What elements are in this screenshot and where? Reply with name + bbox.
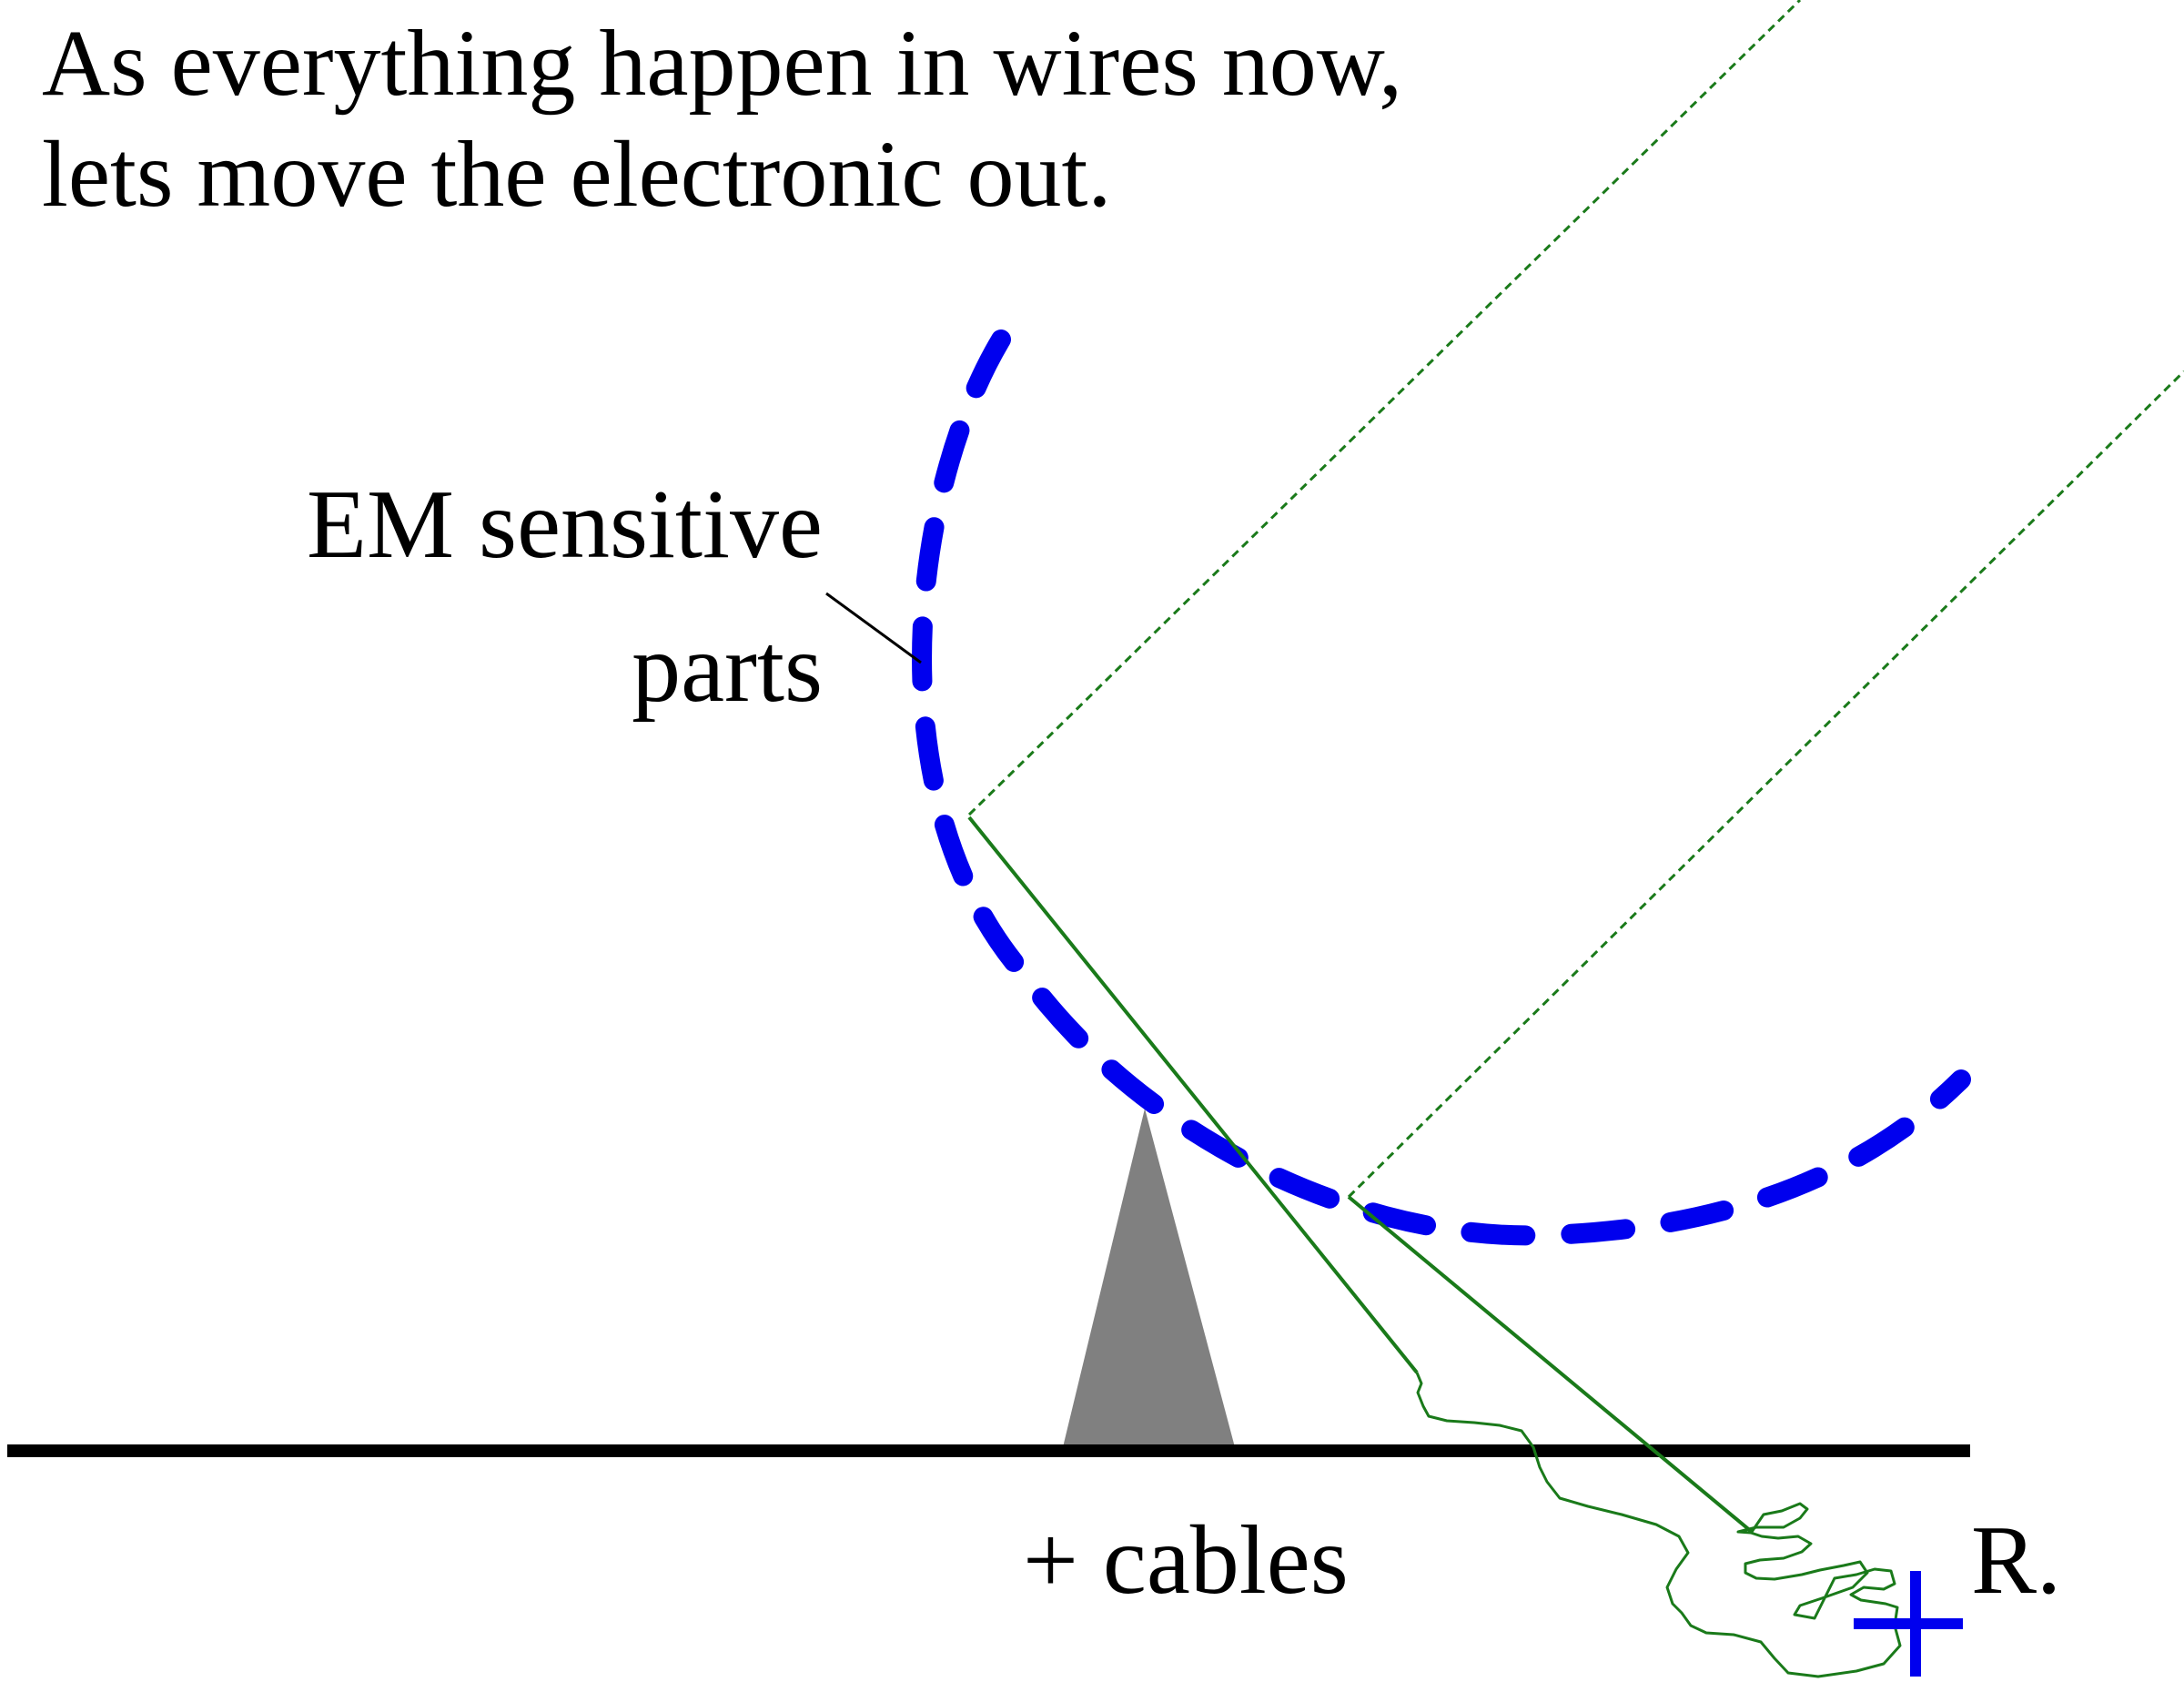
- label-pointer-line: [825, 592, 922, 664]
- cable-squiggle: [1415, 1372, 1902, 1678]
- incoming-ray-upper: [967, 0, 1802, 816]
- incoming-ray-lower: [1347, 370, 2184, 1199]
- dish-mount: [1063, 1109, 1235, 1447]
- cables-label: + cables: [1023, 1506, 1349, 1615]
- reflected-ray-lower: [1347, 1195, 1754, 1534]
- plus-cross-icon: [1854, 1571, 1963, 1677]
- parabolic-dish: [912, 329, 1971, 1246]
- em-sensitive-label-line-1: EM sensitive: [307, 471, 823, 579]
- title-line-2: lets move the electronic out.: [42, 122, 1111, 227]
- em-sensitive-label-line-2: parts: [632, 614, 823, 723]
- receiver-label: R.: [1971, 1506, 2061, 1615]
- reflected-ray-upper: [967, 816, 1419, 1374]
- title-line-1: As everything happen in wires now,: [42, 11, 1402, 116]
